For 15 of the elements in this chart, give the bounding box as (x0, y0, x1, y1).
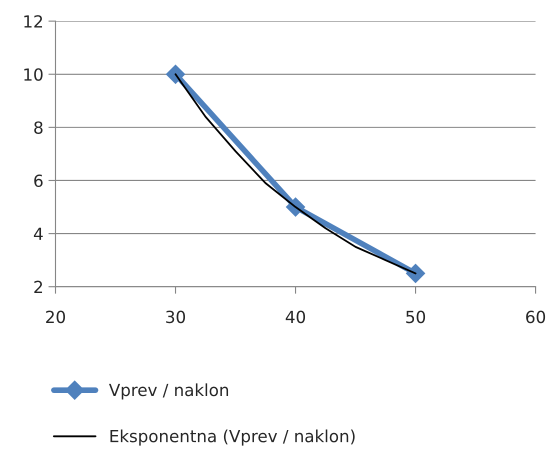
y-tick-label: 10 (24, 68, 43, 81)
y-tick-label: 8 (34, 121, 43, 134)
x-tick-label: 50 (406, 310, 426, 324)
x-tick-label: 40 (286, 310, 306, 324)
y-tick-label: 2 (34, 280, 42, 294)
point (166, 64, 186, 84)
point (406, 264, 426, 283)
y-tick-label: 4 (34, 228, 43, 240)
x-tick-label: 60 (526, 310, 546, 324)
legend-label: Vprev / naklon (108, 383, 228, 400)
x-tick-label: 30 (166, 310, 186, 324)
x-tick-label: 20 (46, 310, 65, 324)
y-tick-label: 6 (34, 174, 43, 188)
y-tick-label: 12 (24, 15, 42, 28)
legend-label: Eksponentna (Vprev / naklon) (110, 429, 355, 446)
